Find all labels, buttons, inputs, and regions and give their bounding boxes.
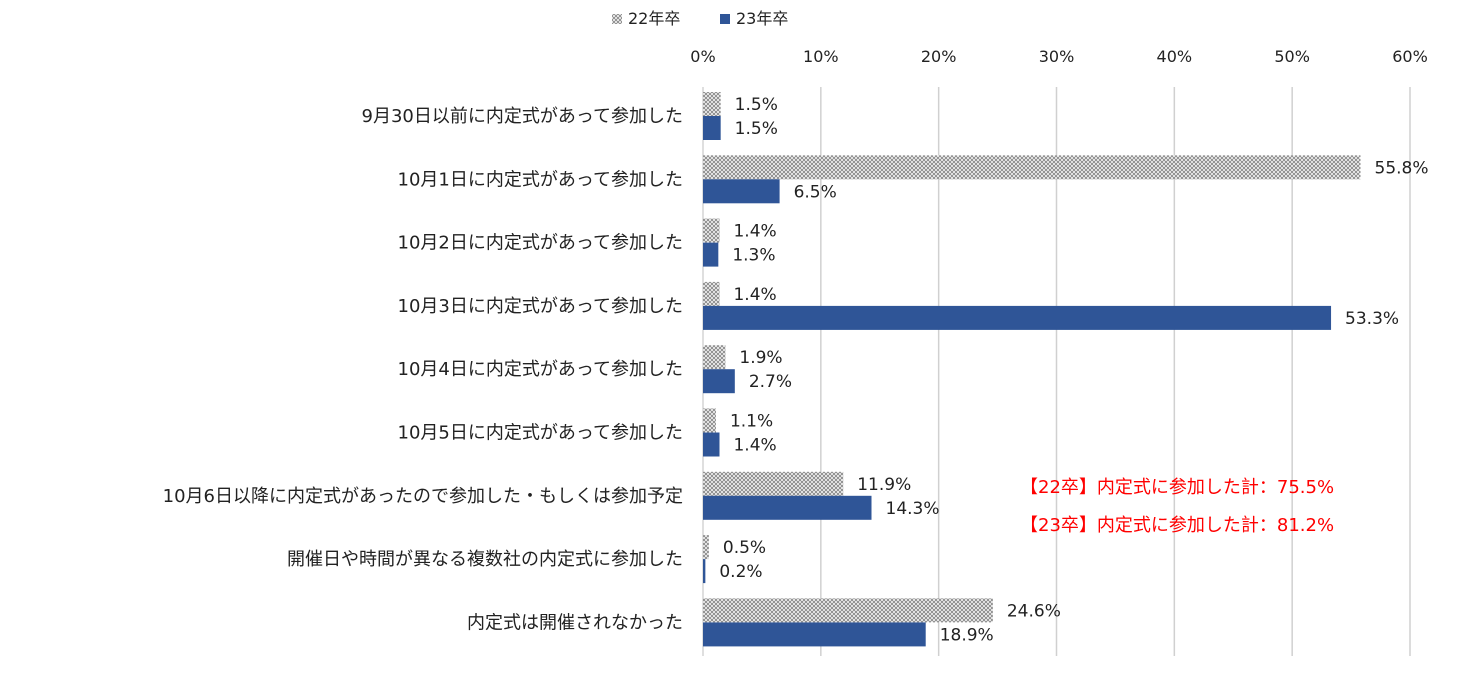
data-label: 18.9%	[940, 625, 994, 645]
data-label: 1.5%	[735, 95, 778, 115]
x-tick-label: 40%	[1157, 47, 1193, 66]
data-label: 14.3%	[886, 499, 940, 519]
bar	[703, 369, 735, 394]
data-label: 55.8%	[1375, 158, 1429, 178]
category-label: 10月5日に内定式があって参加した	[398, 423, 683, 444]
data-label: 24.6%	[1007, 601, 1061, 621]
category-label: 9月30日以前に内定式があって参加した	[362, 106, 683, 127]
bar	[703, 535, 709, 560]
data-label: 1.9%	[739, 348, 782, 368]
legend-swatch	[720, 14, 730, 24]
category-label: 10月1日に内定式があって参加した	[398, 169, 683, 190]
data-label: 1.4%	[733, 222, 776, 242]
legend: 22年卒 23年卒	[612, 9, 788, 28]
data-label: 1.4%	[733, 285, 776, 305]
bar	[703, 495, 872, 520]
data-label: 11.9%	[857, 475, 911, 495]
category-label: 内定式は開催されなかった	[467, 612, 683, 633]
x-tick-label: 60%	[1392, 47, 1428, 66]
bar	[703, 116, 721, 140]
category-label: 開催日や時間が異なる複数社の内定式に参加した	[287, 549, 683, 570]
x-axis-ticks: 0% 10% 20% 30% 40% 50% 60%	[690, 47, 1427, 66]
bar	[703, 242, 719, 267]
data-labels: 1.5% 1.5% 55.8% 6.5% 1.4% 1.3% 1.4% 53.3% 1.9% 2.…	[719, 95, 1428, 645]
x-tick-label: 20%	[921, 47, 957, 66]
category-labels: 9月30日以前に内定式があって参加した 10月1日に内定式があって参加した 10月2…	[163, 106, 683, 633]
category-label: 10月3日に内定式があって参加した	[398, 296, 683, 317]
data-label: 1.3%	[732, 246, 775, 266]
x-tick-label: 50%	[1274, 47, 1310, 66]
legend-swatch	[612, 14, 622, 24]
bar	[703, 471, 844, 496]
bar	[703, 432, 720, 457]
legend-label: 23年卒	[736, 9, 788, 28]
bar	[703, 345, 726, 370]
gridlines	[820, 87, 1411, 656]
category-label: 10月4日に内定式があって参加した	[398, 359, 683, 380]
category-label: 10月2日に内定式があって参加した	[398, 233, 683, 254]
annotations: 【22卒】内定式に参加した計：75.5% 【23卒】内定式に参加した計：81.2%	[1020, 477, 1334, 536]
data-label: 0.2%	[719, 562, 762, 582]
bar	[703, 408, 716, 433]
legend-label: 22年卒	[628, 9, 680, 28]
bar	[703, 559, 706, 584]
data-label: 2.7%	[749, 372, 792, 392]
total-annotation: 【22卒】内定式に参加した計：75.5%	[1020, 477, 1334, 498]
category-label: 10月6日以降に内定式があったので参加した・もしくは参加予定	[163, 486, 683, 507]
bar	[703, 218, 720, 243]
bar	[703, 155, 1361, 180]
data-label: 0.5%	[723, 538, 766, 558]
bar	[703, 92, 721, 116]
data-label: 6.5%	[794, 182, 837, 202]
bar	[703, 179, 780, 204]
data-label: 1.5%	[735, 119, 778, 139]
bar	[703, 281, 720, 306]
bar	[703, 305, 1332, 330]
total-annotation: 【23卒】内定式に参加した計：81.2%	[1020, 515, 1334, 536]
bars	[703, 92, 1361, 647]
x-tick-label: 10%	[803, 47, 839, 66]
x-tick-label: 0%	[690, 47, 715, 66]
x-tick-label: 30%	[1039, 47, 1075, 66]
bar	[703, 622, 926, 647]
data-label: 1.4%	[733, 436, 776, 456]
bar	[703, 598, 993, 623]
data-label: 1.1%	[730, 412, 773, 432]
data-label: 53.3%	[1345, 309, 1399, 329]
